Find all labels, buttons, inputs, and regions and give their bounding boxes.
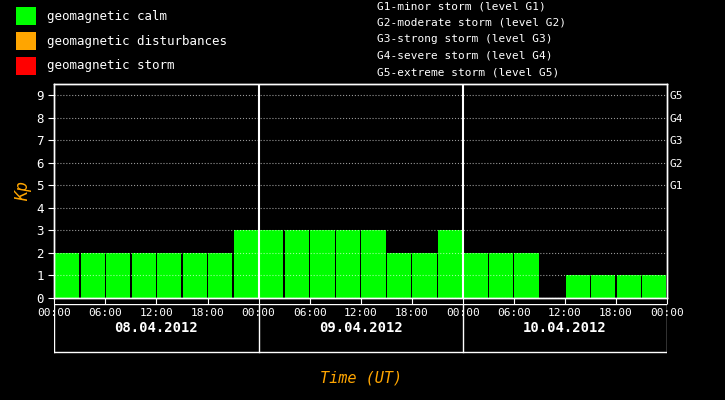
Text: 08.04.2012: 08.04.2012 [115,321,199,335]
Bar [642,276,666,298]
Bar [438,230,462,298]
Bar [132,253,156,298]
Bar [157,253,181,298]
Text: geomagnetic disturbances: geomagnetic disturbances [47,34,227,48]
Bar [336,230,360,298]
Text: 10.04.2012: 10.04.2012 [523,321,607,335]
Bar [310,230,334,298]
Text: geomagnetic calm: geomagnetic calm [47,10,167,23]
Text: geomagnetic storm: geomagnetic storm [47,59,175,72]
Text: G5-extreme storm (level G5): G5-extreme storm (level G5) [377,67,559,77]
Y-axis label: Kp: Kp [14,181,33,201]
Bar [489,253,513,298]
Text: G1-minor storm (level G1): G1-minor storm (level G1) [377,2,546,12]
Bar [208,253,233,298]
Text: Time (UT): Time (UT) [320,370,402,386]
Bar [387,253,411,298]
Text: 09.04.2012: 09.04.2012 [319,321,402,335]
Bar [260,230,283,298]
Bar [285,230,309,298]
Bar [183,253,207,298]
Bar [106,253,130,298]
Bar [463,253,488,298]
Text: G2-moderate storm (level G2): G2-moderate storm (level G2) [377,18,566,28]
Bar [16,56,36,75]
Bar [55,253,79,298]
Text: G4-severe storm (level G4): G4-severe storm (level G4) [377,51,552,61]
Bar [361,230,386,298]
Bar [16,32,36,50]
Bar [515,253,539,298]
Bar [566,276,589,298]
Bar [233,230,258,298]
Bar [16,7,36,26]
Bar [616,276,641,298]
Bar [413,253,436,298]
Bar [591,276,616,298]
Bar [80,253,105,298]
Text: G3-strong storm (level G3): G3-strong storm (level G3) [377,34,552,44]
